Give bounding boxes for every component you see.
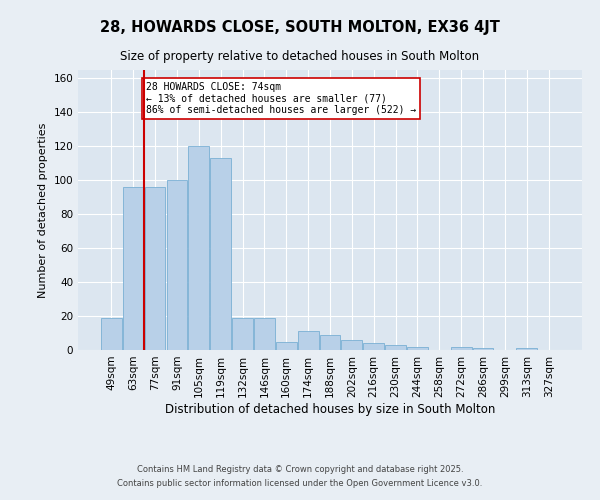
Bar	[364, 343, 384, 350]
X-axis label: Distribution of detached houses by size in South Molton: Distribution of detached houses by size …	[165, 402, 495, 415]
Bar	[254, 318, 275, 350]
Bar	[101, 318, 122, 350]
Text: Size of property relative to detached houses in South Molton: Size of property relative to detached ho…	[121, 50, 479, 63]
Bar	[451, 346, 472, 350]
Bar	[298, 332, 319, 350]
Bar	[473, 348, 493, 350]
Bar	[517, 348, 537, 350]
Bar	[407, 346, 428, 350]
Bar	[341, 340, 362, 350]
Text: Contains HM Land Registry data © Crown copyright and database right 2025.
Contai: Contains HM Land Registry data © Crown c…	[118, 466, 482, 487]
Bar	[123, 187, 143, 350]
Text: 28 HOWARDS CLOSE: 74sqm
← 13% of detached houses are smaller (77)
86% of semi-de: 28 HOWARDS CLOSE: 74sqm ← 13% of detache…	[146, 82, 416, 115]
Text: 28, HOWARDS CLOSE, SOUTH MOLTON, EX36 4JT: 28, HOWARDS CLOSE, SOUTH MOLTON, EX36 4J…	[100, 20, 500, 35]
Bar	[385, 345, 406, 350]
Bar	[232, 318, 253, 350]
Bar	[320, 334, 340, 350]
Bar	[145, 187, 166, 350]
Bar	[276, 342, 296, 350]
Bar	[167, 180, 187, 350]
Y-axis label: Number of detached properties: Number of detached properties	[38, 122, 48, 298]
Bar	[210, 158, 231, 350]
Bar	[188, 146, 209, 350]
